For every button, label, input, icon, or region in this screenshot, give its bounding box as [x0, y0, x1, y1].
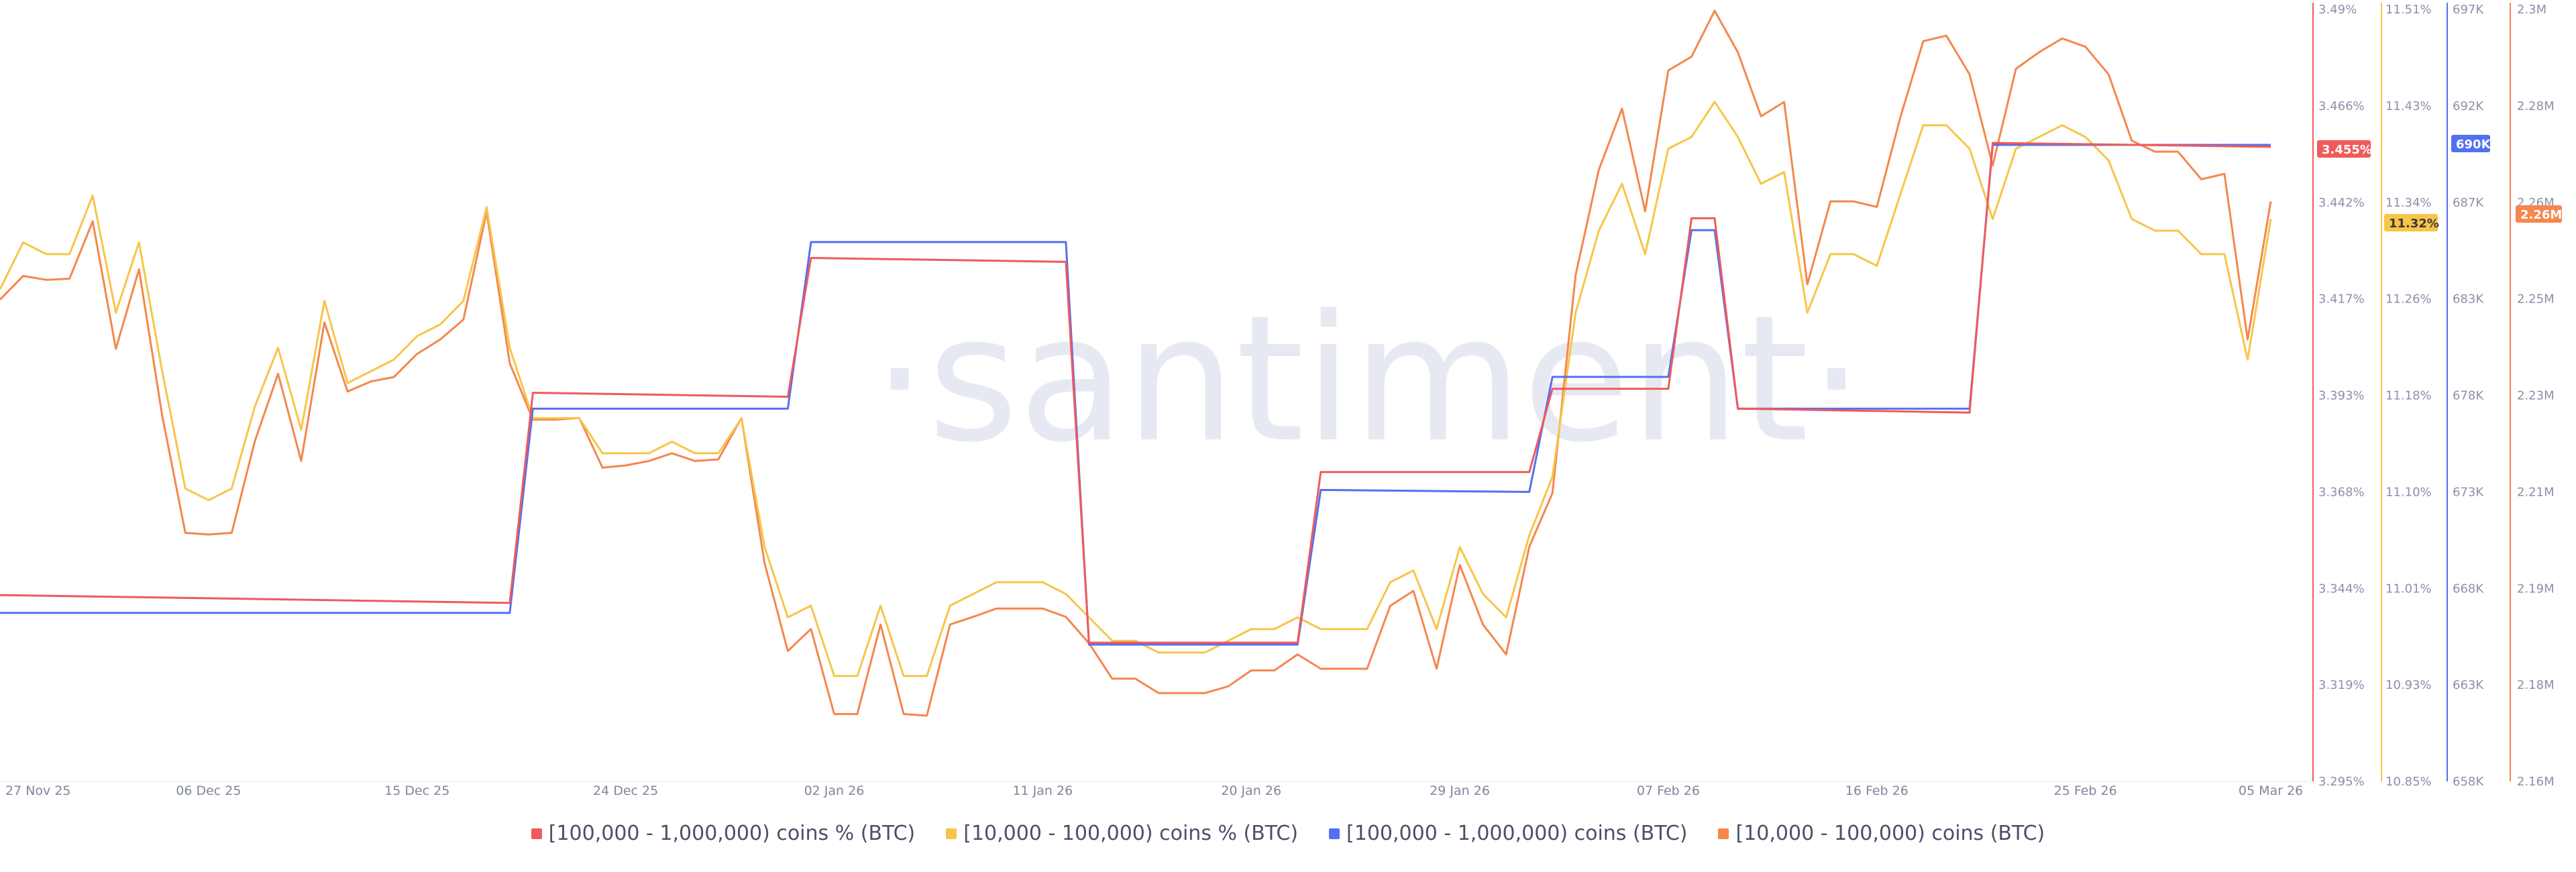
y-tick-label-coins_10k: 2.25M	[2517, 292, 2555, 307]
y-tick-label-coins_100k: 663K	[2453, 678, 2484, 692]
y-tick-label-coins_100k: 692K	[2453, 99, 2484, 113]
y-tick-label-pct_100k: 3.442%	[2318, 196, 2365, 210]
y-tick-label-pct_10k: 11.51%	[2385, 3, 2432, 17]
legend-label: [100,000 - 1,000,000) coins % (BTC)	[548, 822, 916, 845]
badge-text-coins_100k: 690K	[2456, 138, 2491, 152]
legend-item[interactable]: [10,000 - 100,000) coins (BTC)	[1718, 822, 2045, 845]
y-tick-label-coins_100k: 668K	[2453, 582, 2484, 596]
y-tick-label-pct_10k: 11.01%	[2385, 582, 2432, 596]
y-tick-label-pct_10k: 10.93%	[2385, 678, 2432, 692]
y-tick-label-coins_10k: 2.3M	[2517, 3, 2546, 17]
legend-swatch	[531, 828, 542, 839]
x-tick-label: 07 Feb 26	[1637, 783, 1700, 798]
x-tick-label: 29 Jan 26	[1430, 783, 1490, 798]
y-axes: 3.49% 3.466% 3.442% 3.417% 3.393% 3.368% 3.344…	[2312, 3, 2555, 789]
badge-coins_100k: 690K	[2451, 135, 2491, 152]
legend-swatch	[946, 828, 957, 839]
y-tick-label-pct_100k: 3.393%	[2318, 389, 2365, 403]
x-tick-label: 15 Dec 25	[384, 783, 449, 798]
x-tick-label: 06 Dec 25	[176, 783, 241, 798]
y-tick-label-coins_10k: 2.18M	[2517, 678, 2555, 692]
y-tick-label-pct_100k: 3.295%	[2318, 775, 2365, 789]
x-tick-label: 02 Jan 26	[804, 783, 865, 798]
badge-text-pct_10k: 11.32%	[2389, 217, 2439, 231]
y-tick-label-coins_10k: 2.19M	[2517, 582, 2555, 596]
badge-coins_10k: 2.26M	[2516, 205, 2562, 223]
x-tick-label: 20 Jan 26	[1221, 783, 1281, 798]
y-tick-label-coins_100k: 697K	[2453, 3, 2484, 17]
legend-label: [10,000 - 100,000) coins (BTC)	[1735, 822, 2045, 845]
legend-item[interactable]: [10,000 - 100,000) coins % (BTC)	[946, 822, 1298, 845]
y-tick-label-coins_10k: 2.21M	[2517, 485, 2555, 499]
y-tick-label-pct_100k: 3.319%	[2318, 678, 2365, 692]
legend-swatch	[1329, 828, 1340, 839]
badge-text-pct_100k: 3.455%	[2322, 143, 2372, 157]
y-tick-label-coins_10k: 2.16M	[2517, 775, 2555, 789]
x-tick-label: 24 Dec 25	[593, 783, 658, 798]
y-tick-label-pct_100k: 3.466%	[2318, 99, 2365, 113]
x-tick-label: 16 Feb 26	[1845, 783, 1909, 798]
y-tick-label-coins_10k: 2.23M	[2517, 389, 2555, 403]
legend-item[interactable]: [100,000 - 1,000,000) coins % (BTC)	[531, 822, 916, 845]
y-tick-label-pct_10k: 11.26%	[2385, 292, 2432, 307]
x-axis-ticks: 27 Nov 25 06 Dec 25 15 Dec 25 24 Dec 25 02 J…	[5, 783, 2303, 798]
y-tick-label-coins_100k: 687K	[2453, 196, 2484, 210]
santiment-watermark: ·santiment·	[872, 278, 1864, 481]
series-lines	[0, 9, 2272, 717]
y-tick-label-coins_100k: 658K	[2453, 775, 2484, 789]
series-line-pct_10k	[0, 101, 2272, 677]
y-tick-label-coins_100k: 678K	[2453, 389, 2484, 403]
y-tick-label-pct_10k: 11.43%	[2385, 99, 2432, 113]
legend: [100,000 - 1,000,000) coins % (BTC) [10,0…	[0, 822, 2576, 845]
badge-pct_10k: 11.32%	[2384, 214, 2439, 231]
legend-label: [10,000 - 100,000) coins % (BTC)	[963, 822, 1299, 845]
badge-pct_100k: 3.455%	[2317, 140, 2372, 158]
y-tick-label-pct_100k: 3.344%	[2318, 582, 2365, 596]
legend-swatch	[1718, 828, 1729, 839]
y-tick-label-pct_100k: 3.368%	[2318, 485, 2365, 499]
series-line-pct_100k	[0, 142, 2271, 644]
x-tick-label: 05 Mar 26	[2239, 783, 2303, 798]
y-tick-label-pct_10k: 10.85%	[2385, 775, 2432, 789]
y-tick-label-pct_100k: 3.49%	[2318, 3, 2357, 17]
y-tick-label-coins_10k: 2.28M	[2517, 99, 2555, 113]
y-tick-label-pct_10k: 11.10%	[2385, 485, 2432, 499]
x-tick-label: 25 Feb 26	[2054, 783, 2117, 798]
legend-item[interactable]: [100,000 - 1,000,000) coins (BTC)	[1329, 822, 1687, 845]
y-tick-label-pct_10k: 11.34%	[2385, 196, 2432, 210]
y-tick-label-pct_100k: 3.417%	[2318, 292, 2365, 307]
y-tick-label-coins_100k: 673K	[2453, 485, 2484, 499]
x-tick-label: 27 Nov 25	[5, 783, 71, 798]
series-line-coins_10k	[0, 9, 2272, 717]
y-tick-label-pct_10k: 11.18%	[2385, 389, 2432, 403]
x-tick-label: 11 Jan 26	[1012, 783, 1073, 798]
last-value-badges: 3.455% 11.32% 690K 2.26M	[2317, 135, 2562, 231]
legend-label: [100,000 - 1,000,000) coins (BTC)	[1346, 822, 1688, 845]
y-tick-label-coins_100k: 683K	[2453, 292, 2484, 307]
badge-text-coins_10k: 2.26M	[2520, 208, 2562, 222]
